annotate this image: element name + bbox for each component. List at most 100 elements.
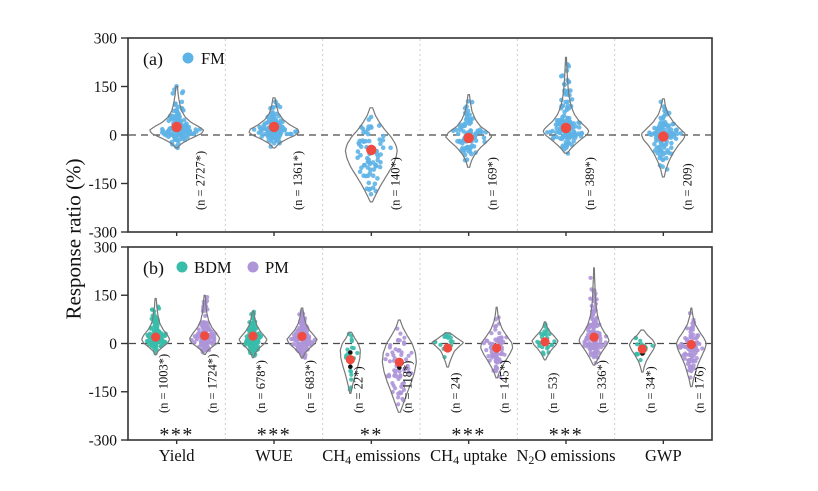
violin-b-n2o-emissions-pm: (n = 336*): [578, 267, 610, 413]
panel-label: (b): [143, 258, 164, 279]
data-point: [687, 364, 692, 369]
data-point: [690, 359, 695, 364]
data-point: [657, 121, 663, 127]
data-point: [363, 173, 369, 179]
data-point: [366, 138, 372, 144]
data-point: [396, 402, 401, 407]
data-point: [391, 353, 396, 358]
data-point: [146, 333, 151, 338]
mean-dot: [637, 344, 647, 354]
data-point: [663, 142, 669, 147]
data-point: [657, 155, 663, 161]
data-point: [399, 384, 404, 389]
mean-dot: [560, 122, 572, 134]
violin-a-ch4-uptake-fm: (n = 169*): [445, 94, 500, 210]
data-point: [467, 121, 472, 126]
n-label: (n = 209): [680, 163, 694, 210]
violin-b-wue-bdm: (n = 678*): [238, 309, 268, 413]
y-tick-label: -300: [89, 432, 118, 449]
data-point: [357, 142, 362, 147]
panel-b: (n = 1003*) (n = 1724*) (n = 678*) (n = 683…: [89, 239, 713, 449]
data-point: [678, 131, 684, 136]
violin-a-wue-fm: (n = 1361*): [248, 97, 305, 210]
data-point: [554, 134, 559, 140]
data-point: [700, 346, 705, 351]
data-point: [179, 99, 185, 105]
data-point: [652, 125, 657, 131]
data-point: [397, 369, 402, 374]
data-point: [497, 331, 502, 336]
data-point: [368, 167, 373, 172]
median-dot: [348, 364, 353, 370]
data-point: [635, 342, 640, 347]
data-point: [296, 329, 301, 334]
data-point: [399, 352, 404, 357]
legend-label-pm: PM: [265, 258, 289, 277]
data-point: [594, 344, 599, 349]
violin-outline: [189, 294, 221, 355]
violin-b-gwp-bdm: (n = 34*): [628, 329, 657, 413]
n-label: (n = 683*): [303, 360, 317, 413]
data-point: [691, 363, 696, 368]
data-point: [398, 374, 403, 379]
y-axis-title: Response ratio (%): [61, 158, 86, 320]
data-point: [562, 147, 567, 152]
data-point: [401, 340, 407, 345]
data-point: [263, 131, 268, 137]
data-point: [588, 324, 593, 329]
data-point: [660, 152, 666, 157]
violin-outline: [238, 310, 268, 359]
data-point: [367, 171, 373, 176]
data-point: [271, 135, 277, 141]
data-point: [250, 324, 256, 329]
data-point: [299, 343, 304, 348]
mean-dot: [268, 121, 280, 133]
data-point: [160, 128, 166, 134]
data-point: [565, 99, 570, 105]
mean-dot: [589, 332, 599, 342]
data-point: [195, 333, 200, 338]
y-tick-label: -150: [89, 384, 118, 401]
category-label: WUE: [255, 446, 293, 465]
data-point: [378, 160, 383, 165]
data-point: [469, 151, 474, 157]
data-point: [365, 155, 370, 161]
data-point: [267, 117, 272, 123]
data-point: [535, 339, 540, 344]
data-point: [487, 341, 492, 346]
data-point: [682, 356, 687, 361]
data-point: [145, 339, 150, 344]
data-point: [306, 336, 311, 342]
data-point: [174, 137, 180, 143]
data-point: [176, 132, 182, 138]
category-label: Yield: [159, 446, 195, 465]
data-point: [565, 151, 571, 156]
data-point: [184, 121, 189, 127]
data-point: [468, 145, 474, 150]
data-point: [557, 130, 563, 135]
data-point: [157, 339, 162, 344]
data-point: [694, 356, 699, 361]
data-point: [151, 345, 156, 350]
mean-dot: [686, 339, 696, 350]
data-point: [477, 127, 483, 132]
data-point: [548, 129, 553, 135]
data-point: [665, 123, 671, 128]
data-point: [296, 345, 301, 350]
data-point: [404, 357, 409, 362]
data-point: [157, 306, 162, 311]
data-point: [259, 134, 265, 139]
data-point: [284, 131, 290, 137]
category-label: GWP: [645, 446, 682, 465]
data-point: [269, 111, 275, 116]
data-point: [589, 344, 594, 350]
data-point: [293, 342, 298, 347]
data-point: [552, 339, 557, 344]
mean-dot: [366, 144, 377, 156]
data-point: [370, 160, 376, 165]
data-point: [357, 138, 363, 144]
data-point: [151, 329, 156, 334]
data-point: [366, 124, 371, 129]
data-point: [461, 147, 467, 152]
data-point: [455, 131, 461, 137]
